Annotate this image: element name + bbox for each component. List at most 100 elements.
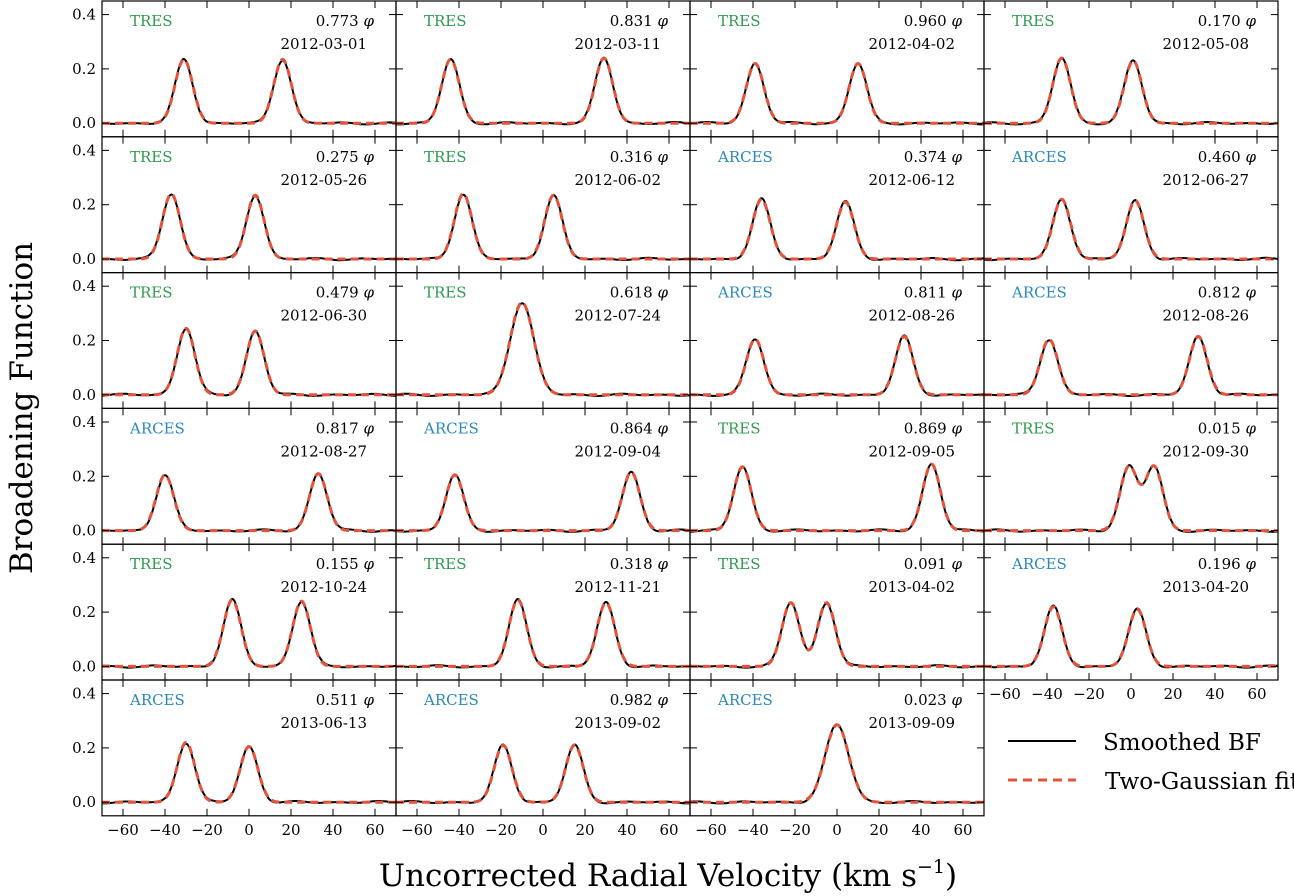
x-tick-label: 0 [538,821,548,839]
smoothed-bf-line [689,197,985,262]
gaussian-fit-line [102,326,396,397]
phase-label: 0.811 φ [904,284,963,302]
y-axis-label: Broadening Function [4,242,40,574]
legend-label-two-gaussian-fit: Two-Gaussian fit [1105,769,1294,795]
phi-symbol: φ [363,691,374,709]
x-tick-label: −20 [1073,685,1105,703]
gaussian-fit-line [690,197,984,261]
date-label: 2012-05-26 [281,171,367,189]
panel-6: TRES 0.316 φ 2012-06-02 [395,136,691,274]
phi-symbol: φ [1245,419,1256,437]
x-tick-label: −20 [191,821,223,839]
x-tick-label: −60 [107,821,139,839]
phi-symbol: φ [1245,148,1256,166]
panel-14: ARCES 0.864 φ 2012-09-04 [395,407,691,545]
phi-symbol: φ [363,148,374,166]
y-tick-label: 0.0 [72,793,96,811]
smoothed-bf-line [984,335,1278,397]
panel-15: TRES 0.869 φ 2012-09-05 [689,407,985,545]
phi-symbol: φ [951,691,962,709]
panel-8: ARCES 0.460 φ 2012-06-27 [983,136,1279,274]
x-tick-label: 20 [281,821,300,839]
x-tick-label: 60 [953,821,972,839]
instrument-label: TRES [130,284,173,302]
instrument-label: ARCES [717,148,773,166]
date-label: 2013-09-09 [869,714,955,732]
smoothed-bf-line [690,601,984,669]
y-tick-label: 0.4 [72,141,96,159]
date-label: 2012-06-27 [1163,171,1249,189]
gaussian-fit-line [396,192,690,261]
panel-2: TRES 0.831 φ 2012-03-11 [395,0,691,138]
phi-symbol: φ [657,284,668,302]
phi-symbol: φ [1245,555,1256,573]
y-tick-label: 0.2 [72,60,96,78]
smoothed-bf-line [395,743,691,805]
x-tick-label: −20 [779,821,811,839]
smoothed-bf-line [395,302,691,397]
panel-20: −60 −40 −20 0 20 40 60 ARCES 0.196 φ 2013-04-20 [983,543,1279,703]
panel-18: TRES 0.318 φ 2012-11-21 [395,543,691,681]
x-tick-label: −20 [485,821,517,839]
y-tick-label: 0.0 [72,250,96,268]
phase-label: 0.316 φ [610,148,669,166]
smoothed-bf-line [102,472,396,533]
phase-label: 0.982 φ [610,691,669,709]
instrument-label: TRES [1012,12,1055,30]
y-tick-label: 0.4 [72,6,96,24]
gaussian-fit-line [984,334,1278,397]
instrument-label: ARCES [1011,148,1067,166]
phase-label: 0.318 φ [610,555,669,573]
date-label: 2012-09-04 [575,442,661,460]
phase-label: 0.773 φ [316,12,375,30]
gaussian-fit-line [984,605,1278,668]
y-tick-label: 0.4 [72,549,96,567]
panel-12: ARCES 0.812 φ 2012-08-26 [983,272,1279,410]
y-tick-label: 0.4 [72,685,96,703]
y-tick-label: 0.2 [72,196,96,214]
smoothed-bf-line [689,723,985,805]
smoothed-bf-line [101,57,397,126]
x-tick-label: −60 [695,821,727,839]
x-tick-label: 60 [365,821,384,839]
y-tick-label: 0.0 [72,114,96,132]
gaussian-fit-line [984,464,1278,533]
phi-symbol: φ [951,12,962,30]
instrument-label: ARCES [423,691,479,709]
phi-symbol: φ [1245,12,1256,30]
date-label: 2012-09-05 [869,442,955,460]
smoothed-bf-line [396,193,690,261]
gaussian-fit-line [690,462,984,533]
phi-symbol: φ [363,284,374,302]
legend: Smoothed BF Two-Gaussian fit [1008,730,1294,795]
instrument-label: TRES [130,12,173,30]
panel-16: TRES 0.015 φ 2012-09-30 [983,407,1279,545]
x-tick-label: −40 [737,821,769,839]
y-tick-label: 0.2 [72,739,96,757]
gaussian-fit-line [102,57,396,125]
phase-label: 0.864 φ [610,419,669,437]
gaussian-fit-line [396,743,690,804]
date-label: 2013-06-13 [281,714,367,732]
phi-symbol: φ [951,284,962,302]
phase-label: 0.015 φ [1198,419,1257,437]
date-label: 2012-10-24 [281,578,367,596]
phi-symbol: φ [657,148,668,166]
phi-symbol: φ [657,555,668,573]
phi-symbol: φ [951,555,962,573]
y-tick-label: 0.0 [72,386,96,404]
y-tick-label: 0.2 [72,603,96,621]
instrument-label: TRES [718,419,761,437]
panel-21: 0.0 0.2 0.4 −60 −40 −20 0 20 40 60 ARCES 0.511 φ 201… [72,679,397,839]
phi-symbol: φ [657,419,668,437]
date-label: 2012-11-21 [575,578,661,596]
y-tick-label: 0.4 [72,413,96,431]
instrument-label: TRES [130,555,173,573]
smoothed-bf-line [983,464,1278,533]
panel-1: 0.0 0.2 0.4 TRES 0.773 φ 2012-03-01 [72,0,397,138]
x-tick-label: −60 [989,685,1021,703]
phase-label: 0.374 φ [904,148,963,166]
panel-17: 0.0 0.2 0.4 TRES 0.155 φ 2012-10-24 [72,543,397,681]
date-label: 2012-06-02 [575,171,661,189]
instrument-label: TRES [718,12,761,30]
